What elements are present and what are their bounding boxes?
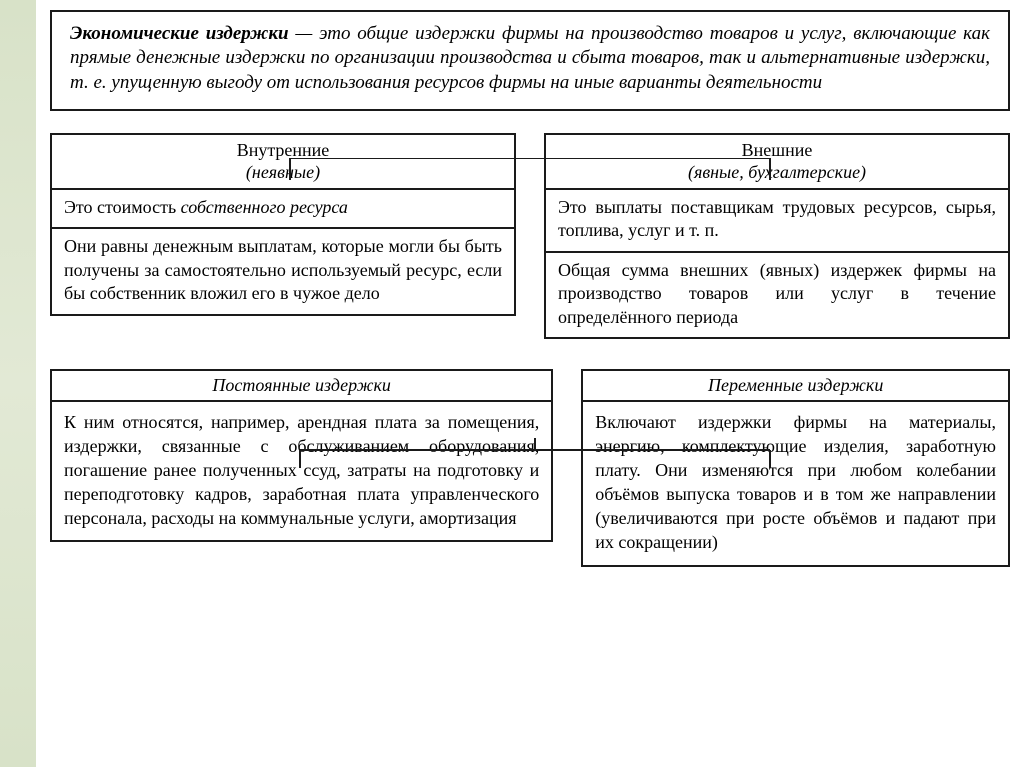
external-title: Внешние: [554, 139, 1000, 162]
internal-cell2: Они равны денежным выплатам, которые мог…: [52, 229, 514, 313]
internal-cell1-em: собственного ресурса: [181, 197, 348, 217]
variable-body: Включают издержки фирмы на материалы, эн…: [583, 402, 1008, 565]
decorative-stripe: [0, 0, 36, 767]
fixed-title: Постоянные издержки: [52, 371, 551, 402]
internal-header: Внутренние (неявные): [52, 135, 514, 190]
level2-row: Постоянные издержки К ним относятся, нап…: [50, 369, 1010, 567]
term: Экономические издержки: [70, 23, 289, 44]
external-subtitle: (явные, бухгалтерские): [554, 161, 1000, 184]
internal-subtitle: (неявные): [60, 161, 506, 184]
external-header: Внешние (явные, бухгалтерские): [546, 135, 1008, 190]
internal-cell1: Это стоимость собственного ресурса: [52, 190, 514, 229]
fixed-costs-box: Постоянные издержки К ним относятся, нап…: [50, 369, 553, 567]
variable-title: Переменные издержки: [583, 371, 1008, 402]
fixed-body: К ним относятся, например, арендная плат…: [52, 402, 551, 541]
internal-costs-box: Внутренние (неявные) Это стоимость собст…: [50, 133, 516, 339]
external-cell2: Общая сумма внешних (явных) издержек фир…: [546, 253, 1008, 337]
external-cell1: Это выплаты поставщикам трудовых ресурсо…: [546, 190, 1008, 253]
variable-costs-box: Переменные издержки Включают издержки фи…: [581, 369, 1010, 567]
level1-row: Внутренние (неявные) Это стоимость собст…: [50, 133, 1010, 339]
diagram-container: Экономические издержки — это общие издер…: [50, 10, 1010, 567]
internal-cell1-pre: Это стоимость: [64, 197, 181, 217]
internal-title: Внутренние: [60, 139, 506, 162]
main-definition-box: Экономические издержки — это общие издер…: [50, 10, 1010, 111]
external-costs-box: Внешние (явные, бухгалтерские) Это выпла…: [544, 133, 1010, 339]
